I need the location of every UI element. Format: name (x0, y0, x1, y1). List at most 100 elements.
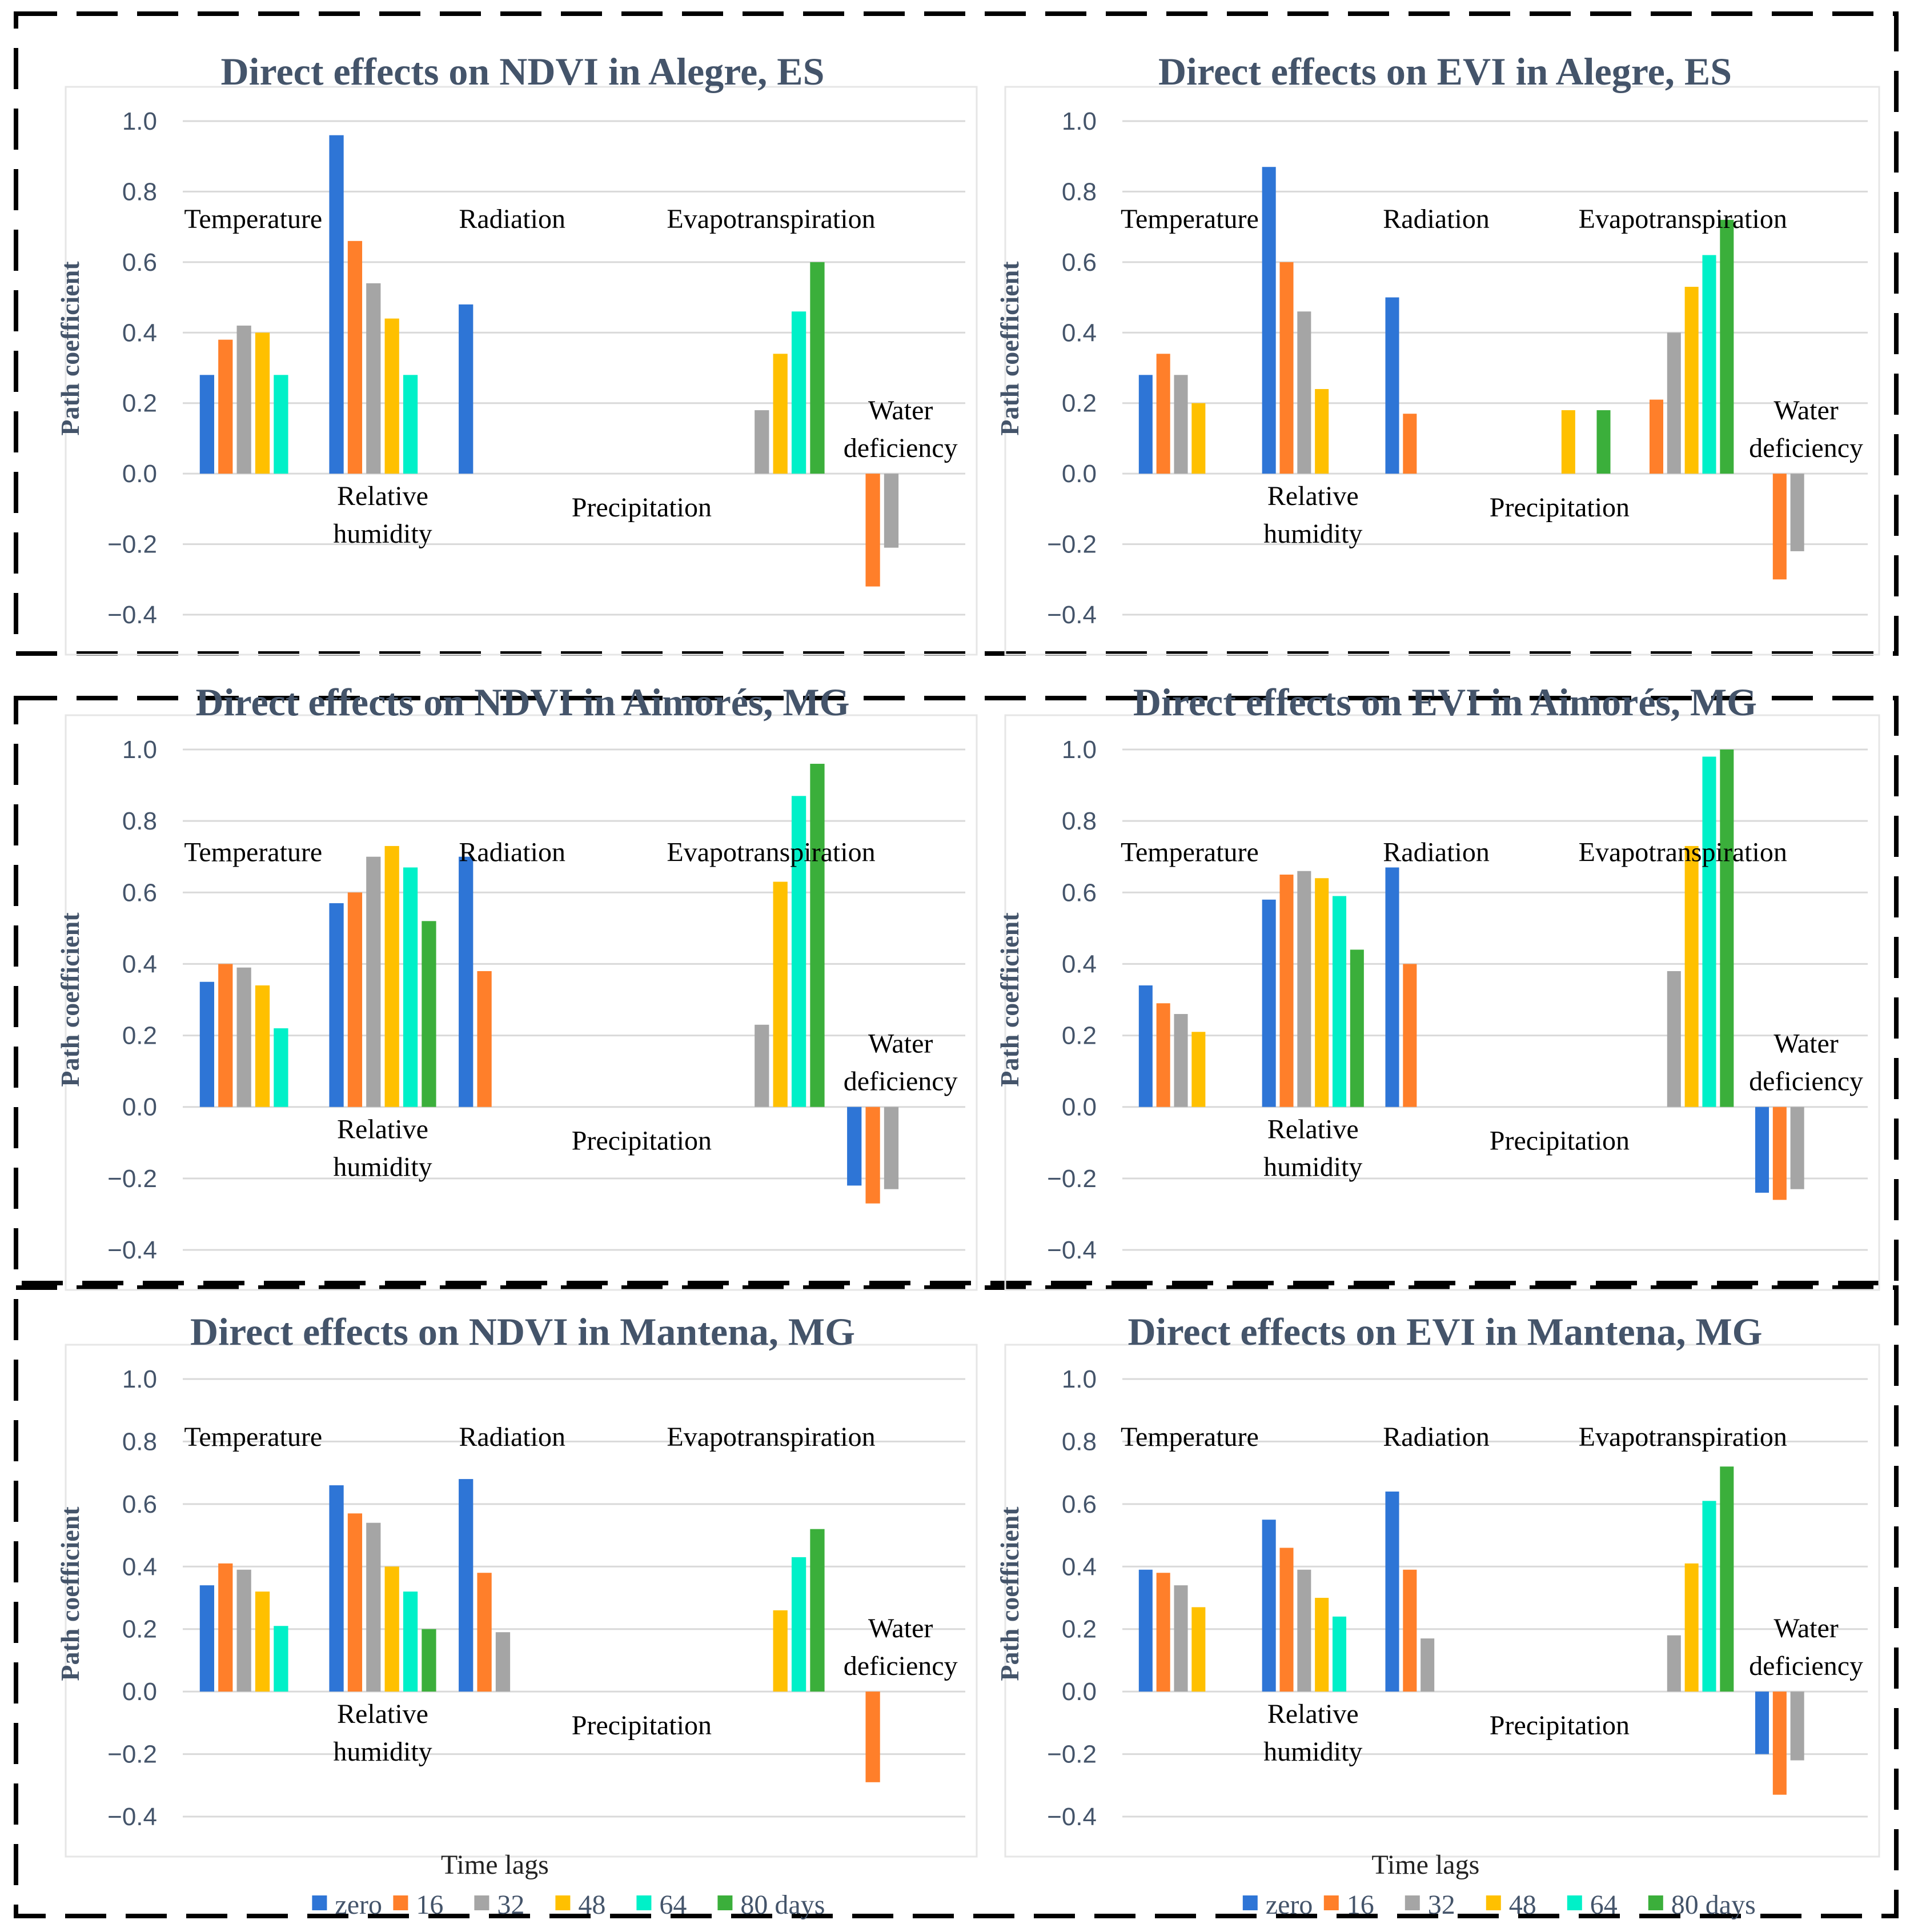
bar (1262, 1520, 1276, 1692)
bar (865, 474, 880, 587)
y-tick-label: −0.4 (1047, 1236, 1097, 1264)
bar (791, 796, 806, 1107)
category-label: deficiency (1749, 1067, 1863, 1097)
row-frame-3 (14, 1285, 1899, 1918)
plot-area-border (1004, 1344, 1880, 1858)
y-axis-title: Path coefficient (55, 1506, 85, 1681)
category-label: Radiation (459, 1422, 565, 1452)
category-label: humidity (333, 1152, 432, 1183)
bar (255, 332, 270, 474)
category-label: Precipitation (1490, 1126, 1630, 1156)
bar (1684, 287, 1699, 474)
category-label: Temperature (1121, 837, 1259, 868)
bar (1790, 1691, 1804, 1761)
bar (1297, 871, 1311, 1107)
y-tick-label: 0.0 (1062, 1678, 1097, 1706)
legend-label: 80 days (1671, 1890, 1756, 1920)
legend-swatch (636, 1895, 652, 1910)
legend-title: Time lags (441, 1850, 549, 1880)
legend-label: 64 (659, 1890, 687, 1920)
chart-title: Direct effects on EVI in Alegre, ES (1158, 50, 1732, 93)
bar (1720, 1466, 1734, 1692)
bar (347, 241, 363, 474)
category-label: Precipitation (572, 1126, 712, 1156)
category-label: Water (1773, 395, 1838, 426)
bar (1385, 1491, 1399, 1692)
category-label: deficiency (844, 1651, 958, 1681)
chart-title: Direct effects on NDVI in Mantena, MG (190, 1310, 855, 1353)
bar (1297, 1569, 1311, 1692)
category-label: deficiency (844, 433, 958, 463)
bar (884, 1107, 899, 1189)
plot-area-border (65, 86, 978, 656)
y-tick-label: −0.4 (1047, 601, 1097, 629)
category-label: Temperature (1121, 204, 1259, 234)
chart-title: Direct effects on NDVI in Aimorés, MG (195, 680, 849, 724)
bar (199, 375, 215, 474)
category-label: Water (1773, 1613, 1838, 1644)
legend-label: zero (335, 1890, 382, 1920)
category-label: Precipitation (572, 492, 712, 523)
category-label: humidity (1263, 1737, 1362, 1767)
bar (1755, 1691, 1769, 1754)
legend-swatch (717, 1895, 733, 1910)
y-tick-label: 0.6 (122, 248, 157, 276)
bar (1667, 1635, 1681, 1692)
category-label: Temperature (184, 1422, 322, 1452)
y-tick-label: −0.2 (1047, 1165, 1097, 1193)
category-label: Precipitation (1490, 492, 1630, 523)
category-label: Radiation (1383, 1422, 1490, 1452)
legend-label: 64 (1590, 1890, 1618, 1920)
bar (1279, 262, 1294, 474)
y-tick-label: 0.4 (1062, 1553, 1097, 1581)
bar (274, 375, 288, 474)
category-label: Temperature (184, 204, 322, 234)
category-label: Water (868, 1613, 933, 1644)
y-tick-label: 0.6 (1062, 879, 1097, 907)
y-tick-label: 0.0 (1062, 1093, 1097, 1121)
legend-label: 48 (578, 1890, 605, 1920)
y-tick-label: −0.2 (107, 531, 157, 559)
bar (274, 1028, 288, 1107)
bar (1279, 1548, 1294, 1692)
y-axis-title: Path coefficient (995, 1506, 1024, 1681)
bar (1191, 1607, 1206, 1692)
bar (218, 964, 233, 1107)
bar (1403, 414, 1417, 474)
chart-title: Direct effects on EVI in Mantena, MG (1127, 1310, 1762, 1353)
y-tick-label: 0.6 (1062, 248, 1097, 276)
y-tick-label: 0.0 (122, 1678, 157, 1706)
bar (477, 1573, 492, 1692)
bar (1649, 399, 1664, 474)
bar (329, 1485, 344, 1692)
y-tick-label: −0.4 (107, 1236, 157, 1264)
category-label: Temperature (1121, 1422, 1259, 1452)
y-tick-label: 0.4 (122, 1553, 157, 1581)
bar (1720, 219, 1734, 474)
legend-swatch (312, 1895, 327, 1910)
category-label: Radiation (459, 837, 565, 868)
category-label: Relative (1267, 1115, 1359, 1145)
y-tick-label: 0.0 (122, 460, 157, 488)
bar (1790, 474, 1804, 551)
bar (422, 1629, 436, 1692)
bar (1315, 878, 1329, 1107)
bar (773, 881, 788, 1107)
y-tick-label: 0.4 (122, 319, 157, 347)
plot-area-border (1004, 714, 1880, 1291)
bar (1702, 255, 1716, 474)
bar (1684, 1563, 1699, 1692)
category-label: Relative (1267, 1699, 1359, 1729)
bar (755, 410, 769, 474)
chart-title: Direct effects on NDVI in Alegre, ES (221, 50, 825, 93)
legend-swatch (474, 1895, 489, 1910)
y-tick-label: −0.4 (107, 1803, 157, 1831)
legend-title: Time lags (1371, 1850, 1479, 1880)
bar (495, 1632, 511, 1692)
bar (329, 903, 344, 1107)
bar (459, 304, 474, 474)
y-tick-label: 1.0 (1062, 736, 1097, 764)
category-label: Temperature (184, 837, 322, 868)
bar (1174, 375, 1188, 474)
category-label: Evapotranspiration (1579, 1422, 1787, 1452)
